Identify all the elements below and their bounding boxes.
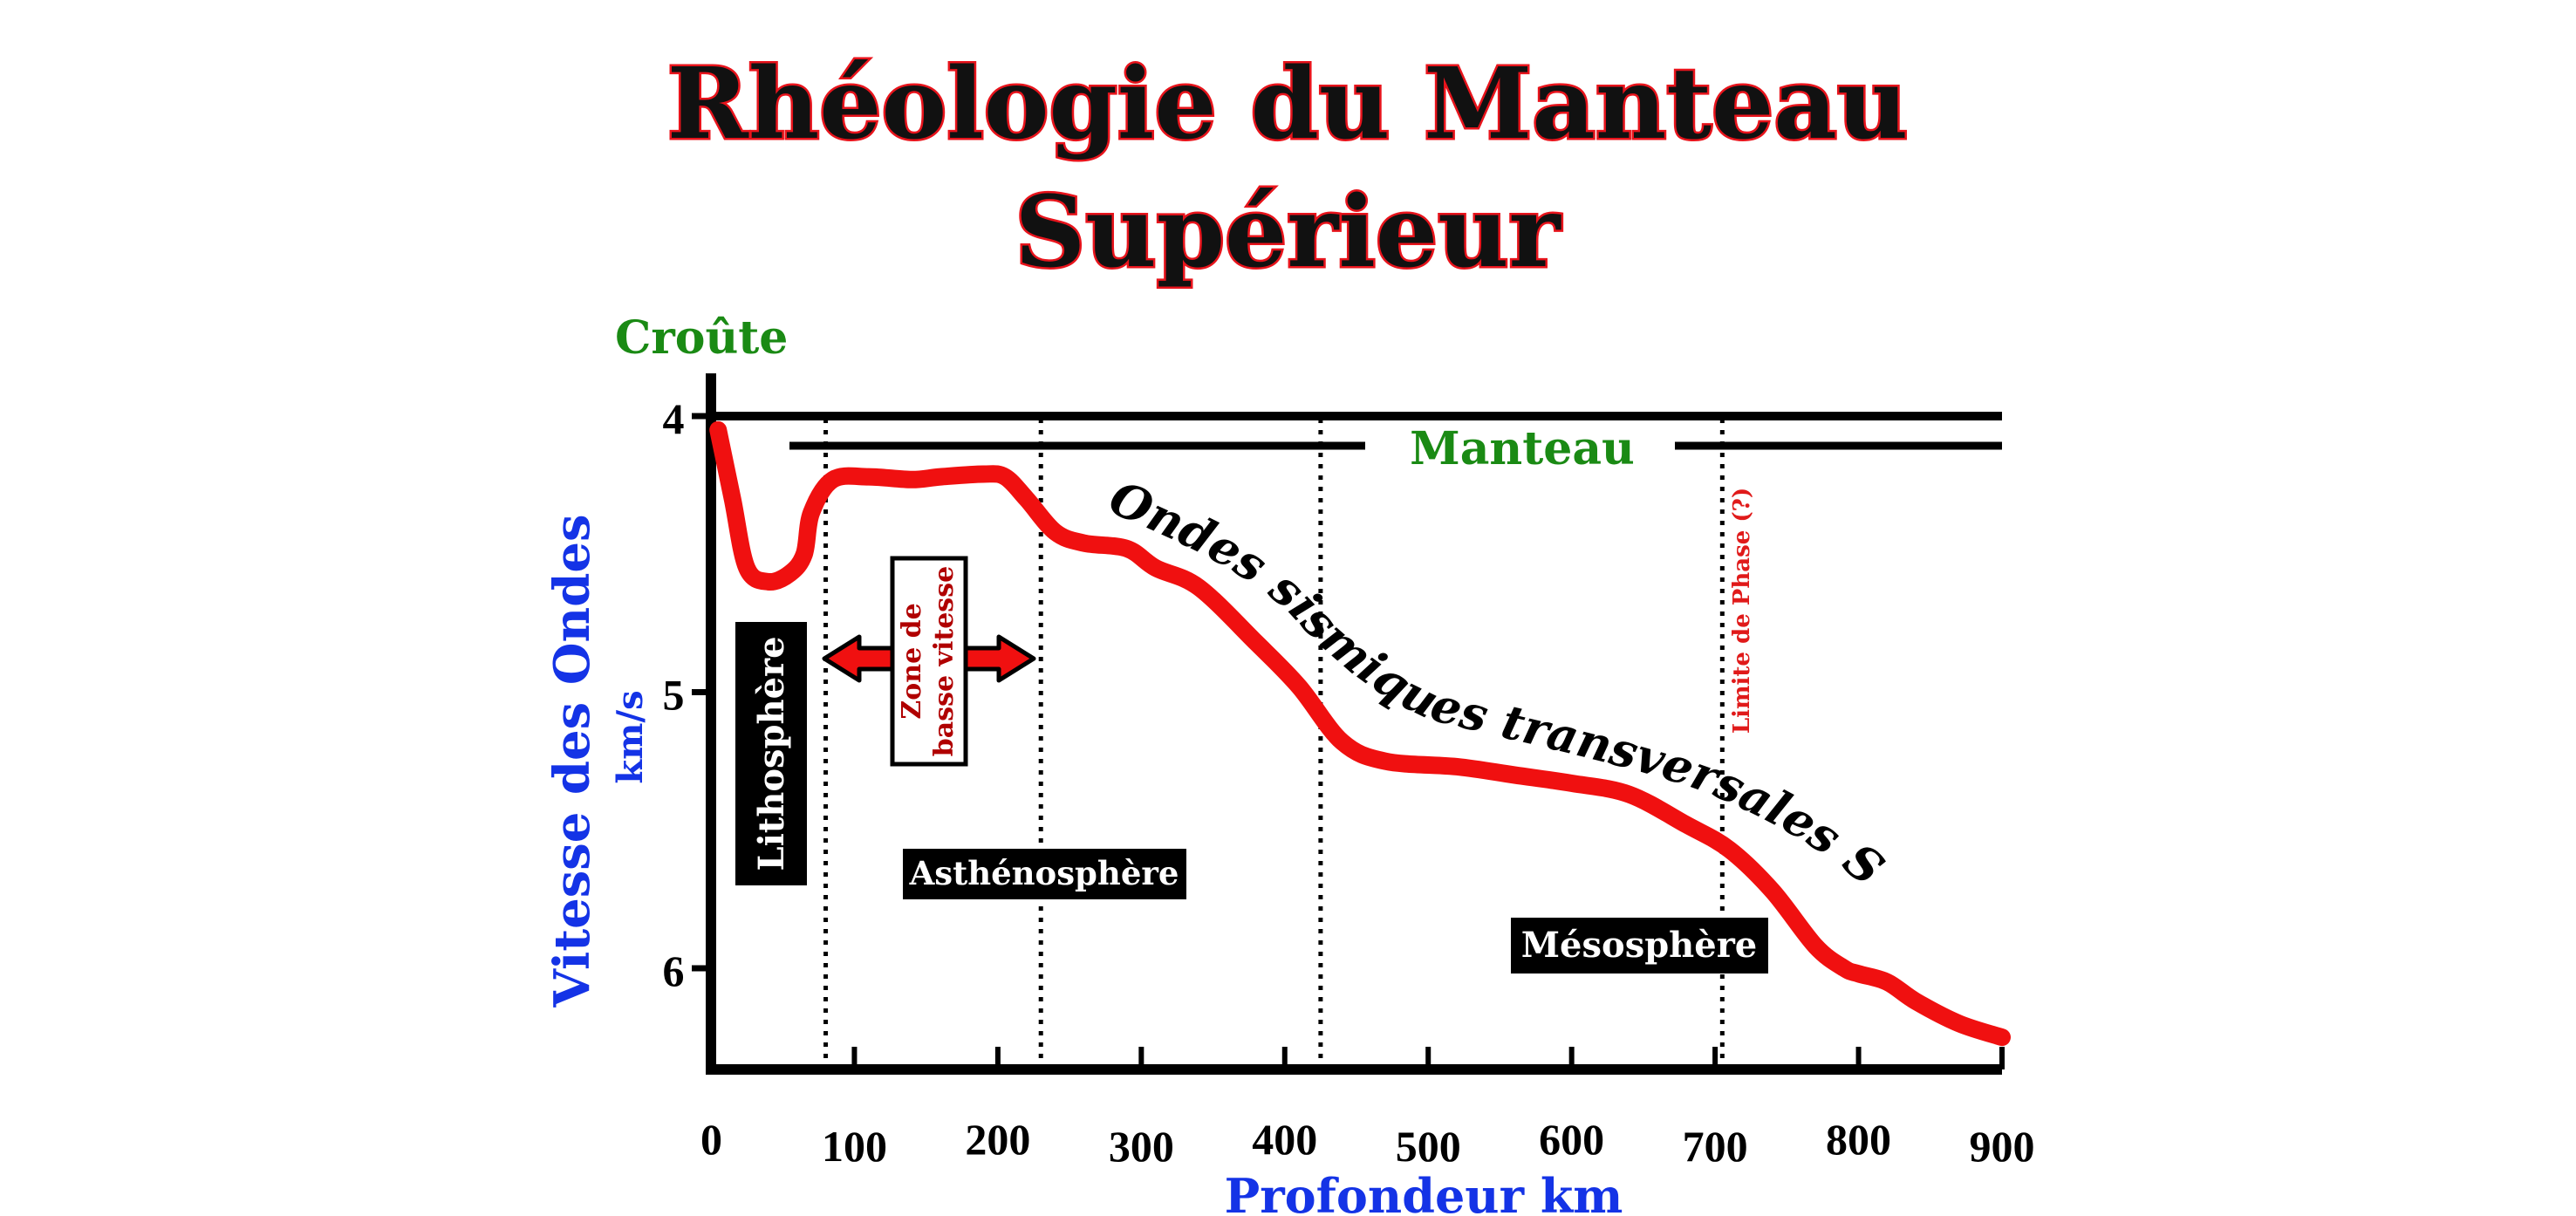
y-axis-unit: km/s [610, 690, 651, 783]
x-tick-label: 900 [1970, 1122, 2035, 1171]
x-tick-label: 500 [1396, 1122, 1461, 1171]
y-tick-label: 4 [663, 394, 685, 443]
croute-label: Croûte [615, 311, 788, 365]
phase-limit-label: Limite de Phase (?) [1729, 488, 1755, 734]
x-tick-label: 600 [1539, 1115, 1604, 1164]
y-tick-label: 6 [663, 946, 685, 995]
mesosphere-label: Mésosphère [1521, 925, 1757, 966]
lithosphere-label: Lithosphère [751, 636, 792, 871]
zone-label-line1: Zone de [897, 603, 927, 719]
chart-title-line1: Rhéologie du Manteau [667, 47, 1909, 161]
curve-label: Ondes sismiques transversales S [1102, 469, 1895, 897]
lithosphere-box [735, 622, 807, 885]
x-tick-label: 0 [700, 1115, 722, 1164]
zone-box [890, 556, 968, 767]
chart-title-line2: Supérieur [1015, 175, 1561, 290]
asthenosphere-box [903, 849, 1186, 899]
x-tick-label: 300 [1109, 1122, 1174, 1171]
y-ticks: 4 5 6 [663, 394, 711, 995]
x-tick-label: 200 [965, 1115, 1030, 1164]
asthenosphere-label: Asthénosphère [909, 854, 1179, 892]
mesosphere-box [1511, 918, 1768, 973]
y-axis-title: Vitesse des Ondes [543, 514, 601, 1008]
zone-label-line2: basse vitesse [929, 566, 960, 756]
x-tick-label: 700 [1683, 1122, 1748, 1171]
manteau-label: Manteau [1410, 422, 1635, 475]
y-tick-label: 5 [663, 671, 685, 720]
x-tick-label: 800 [1826, 1115, 1891, 1164]
x-tick-label: 400 [1252, 1115, 1317, 1164]
x-axis-title: Profondeur km [1225, 1168, 1623, 1216]
x-tick-label: 100 [822, 1122, 887, 1171]
x-ticks: 0 100 200 300 400 500 600 700 800 900 [700, 1047, 2035, 1171]
curve-label-path: Ondes sismiques transversales S [1102, 469, 1895, 897]
s-wave-curve [709, 420, 2011, 1047]
